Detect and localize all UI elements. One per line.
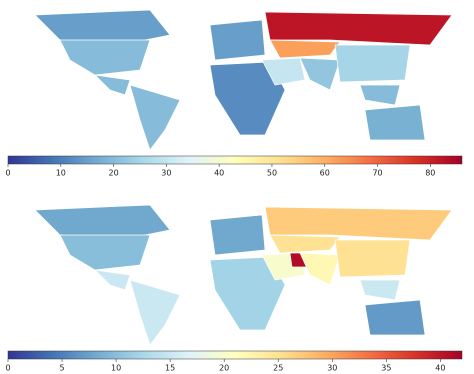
country-region — [261, 57, 306, 86]
country-region — [59, 234, 151, 271]
country-region — [334, 239, 411, 278]
colorbar-tick-label: 35 — [381, 364, 391, 373]
colorbar-tick-label: 10 — [56, 169, 66, 178]
world-map — [34, 9, 453, 151]
colorbar-tick-label: 25 — [273, 364, 283, 373]
colorbar-tick-label: 50 — [267, 169, 277, 178]
country-region — [59, 39, 151, 76]
colorbar-tick-label: 40 — [214, 169, 224, 178]
colorbar — [7, 155, 463, 165]
colorbar-tick-label: 80 — [425, 169, 435, 178]
country-region — [359, 279, 401, 301]
colorbar — [7, 350, 463, 360]
country-region — [364, 104, 426, 141]
colorbar-tick-label: 0 — [5, 364, 10, 373]
colorbar-tick-label: 20 — [219, 364, 229, 373]
country-region — [209, 214, 266, 256]
country-region — [129, 84, 181, 151]
country-region — [269, 234, 341, 254]
country-region — [299, 57, 341, 91]
country-region — [264, 11, 453, 46]
colorbar-tick-label: 20 — [108, 169, 118, 178]
country-region — [269, 39, 341, 59]
colorbar-tick-label: 40 — [435, 364, 445, 373]
country-region — [94, 74, 131, 96]
colorbar-tick-label: 30 — [161, 169, 171, 178]
colorbar-tick-label: 60 — [320, 169, 330, 178]
colorbar-tick-label: 70 — [372, 169, 382, 178]
country-region — [94, 269, 131, 291]
colorbar-tick-label: 30 — [327, 364, 337, 373]
country-region — [334, 44, 411, 83]
country-region — [364, 299, 426, 336]
colorbar-tick-label: 15 — [165, 364, 175, 373]
country-region — [299, 252, 341, 286]
country-region — [209, 19, 266, 61]
colorbar-tick-label: 10 — [111, 364, 121, 373]
country-region — [359, 84, 401, 106]
world-map — [34, 204, 453, 346]
colorbar-tick-label: 0 — [5, 169, 10, 178]
colorbar-tick-label: 5 — [60, 364, 65, 373]
country-region — [264, 206, 453, 241]
country-region — [129, 279, 181, 346]
